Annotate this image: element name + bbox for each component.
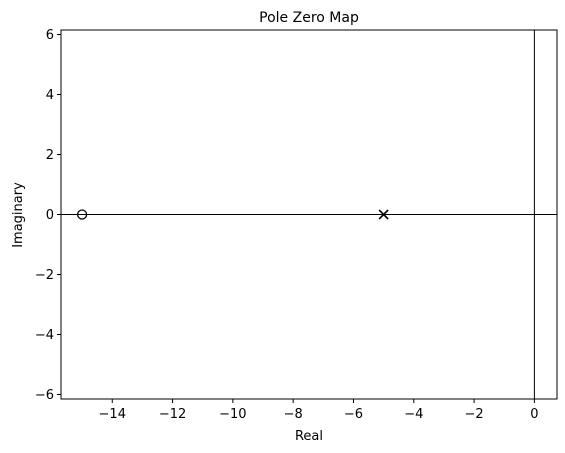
- x-tick-label: −6: [344, 407, 363, 422]
- y-tick-label: 4: [46, 88, 54, 103]
- x-tick-label: −8: [284, 407, 303, 422]
- axes: −14 −12 −10 −8 −6 −4 −2 0 −6 −4 −2 0 2 4 6: [35, 28, 557, 422]
- x-tick-label: −4: [404, 407, 423, 422]
- y-tick-label: 6: [46, 28, 54, 43]
- x-tick-label: −14: [99, 407, 126, 422]
- y-axis-label: Imaginary: [11, 182, 26, 248]
- y-tick-label: 0: [46, 208, 54, 223]
- x-tick-label: −2: [464, 407, 483, 422]
- y-tick-label: −4: [35, 328, 54, 343]
- x-tick-label: −12: [159, 407, 186, 422]
- x-axis-label: Real: [295, 429, 323, 444]
- y-tick-label: −2: [35, 268, 54, 283]
- chart-title: Pole Zero Map: [259, 10, 359, 26]
- y-tick-label: 2: [46, 148, 54, 163]
- x-tick-label: 0: [530, 407, 538, 422]
- y-tick-label: −6: [35, 388, 54, 403]
- x-tick-label: −10: [219, 407, 246, 422]
